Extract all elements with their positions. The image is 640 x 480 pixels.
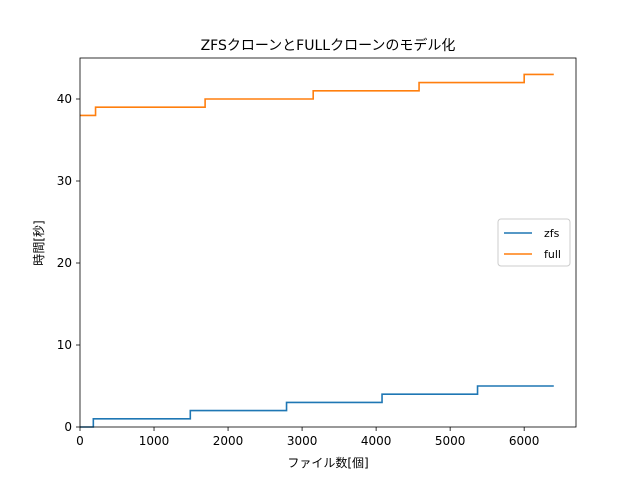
x-tick-label: 6000 xyxy=(509,434,540,448)
x-axis-label: ファイル数[個] xyxy=(287,455,368,470)
y-tick-label: 10 xyxy=(57,338,72,352)
plot-frame xyxy=(79,57,577,428)
legend: zfs full xyxy=(497,218,571,267)
x-tick-label: 5000 xyxy=(435,434,466,448)
plot-area xyxy=(80,58,576,427)
y-axis-label: 時間[秒] xyxy=(32,220,46,265)
series-line-zfs xyxy=(80,385,554,428)
series-line-full xyxy=(80,73,554,117)
y-tick-label: 0 xyxy=(64,420,72,434)
x-axis-ticks: 0 1000 2000 3000 4000 5000 6000 xyxy=(76,427,539,448)
y-tick-label: 40 xyxy=(57,92,72,106)
x-tick-label: 3000 xyxy=(287,434,318,448)
x-tick-label: 0 xyxy=(76,434,84,448)
y-tick-label: 20 xyxy=(57,256,72,270)
series-layer xyxy=(80,73,554,428)
y-axis-ticks: 0 10 20 30 40 xyxy=(57,92,80,434)
x-tick-label: 4000 xyxy=(361,434,392,448)
x-tick-label: 2000 xyxy=(213,434,244,448)
y-tick-label: 30 xyxy=(57,174,72,188)
chart-title: ZFSクローンとFULLクローンのモデル化 xyxy=(201,37,456,54)
x-tick-label: 1000 xyxy=(139,434,170,448)
legend-label-full: full xyxy=(544,248,561,261)
legend-label-zfs: zfs xyxy=(544,227,560,240)
